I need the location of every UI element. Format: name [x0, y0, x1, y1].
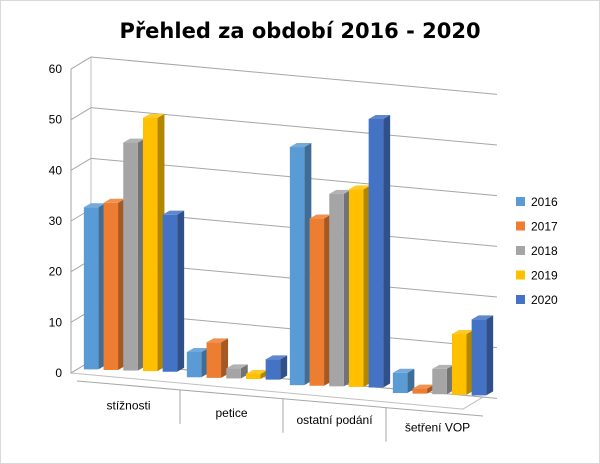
bar — [289, 143, 312, 386]
bar — [103, 198, 126, 370]
y-tick-label: 30 — [49, 214, 63, 228]
bar — [123, 138, 145, 371]
x-axis-line — [76, 380, 484, 417]
legend-label: 2020 — [531, 293, 558, 307]
legend-label: 2017 — [531, 220, 558, 234]
gridline-side — [70, 157, 92, 171]
bar — [432, 364, 454, 395]
bar — [348, 185, 371, 387]
bar — [206, 338, 229, 378]
bar — [329, 189, 351, 387]
legend: 2016 2017 2018 2019 2020 — [516, 195, 558, 307]
bar — [451, 330, 474, 395]
legend-item: 2020 — [516, 293, 558, 307]
bar — [265, 355, 288, 380]
gridline-side — [70, 107, 92, 121]
legend-item: 2018 — [516, 244, 558, 258]
bar — [392, 368, 415, 394]
legend-label: 2018 — [531, 244, 558, 258]
x-tick-label: ostatní podání — [296, 413, 373, 427]
bar — [471, 315, 494, 396]
bar — [186, 347, 209, 378]
bar — [142, 113, 165, 372]
y-tick-label: 40 — [49, 163, 63, 177]
y-tick-label: 60 — [49, 62, 63, 76]
y-tick-label: 0 — [55, 366, 62, 380]
chart-title: Přehled za období 2016 - 2020 — [119, 19, 480, 43]
bar — [309, 214, 332, 386]
y-tick-label: 50 — [49, 113, 63, 127]
legend-label: 2016 — [531, 195, 558, 209]
bar — [83, 203, 106, 370]
y-tick-label: 10 — [49, 315, 63, 329]
bars — [83, 113, 494, 396]
bar — [162, 210, 185, 372]
x-tick-label: petice — [215, 406, 247, 420]
gridline — [90, 56, 498, 95]
x-tick-label: šetření VOP — [405, 421, 470, 435]
x-axis: stížnosti petice ostatní podání šetření VOP — [76, 380, 484, 442]
legend-item: 2016 — [516, 195, 558, 209]
legend-item: 2019 — [516, 269, 558, 283]
gridline-side — [70, 56, 92, 70]
y-tick-label: 20 — [49, 265, 63, 279]
legend-item: 2017 — [516, 220, 558, 234]
x-tick-label: stížnosti — [106, 398, 150, 412]
legend-label: 2019 — [531, 269, 558, 283]
bar — [368, 114, 391, 388]
y-axis: 0 10 20 30 40 50 60 — [49, 62, 72, 380]
